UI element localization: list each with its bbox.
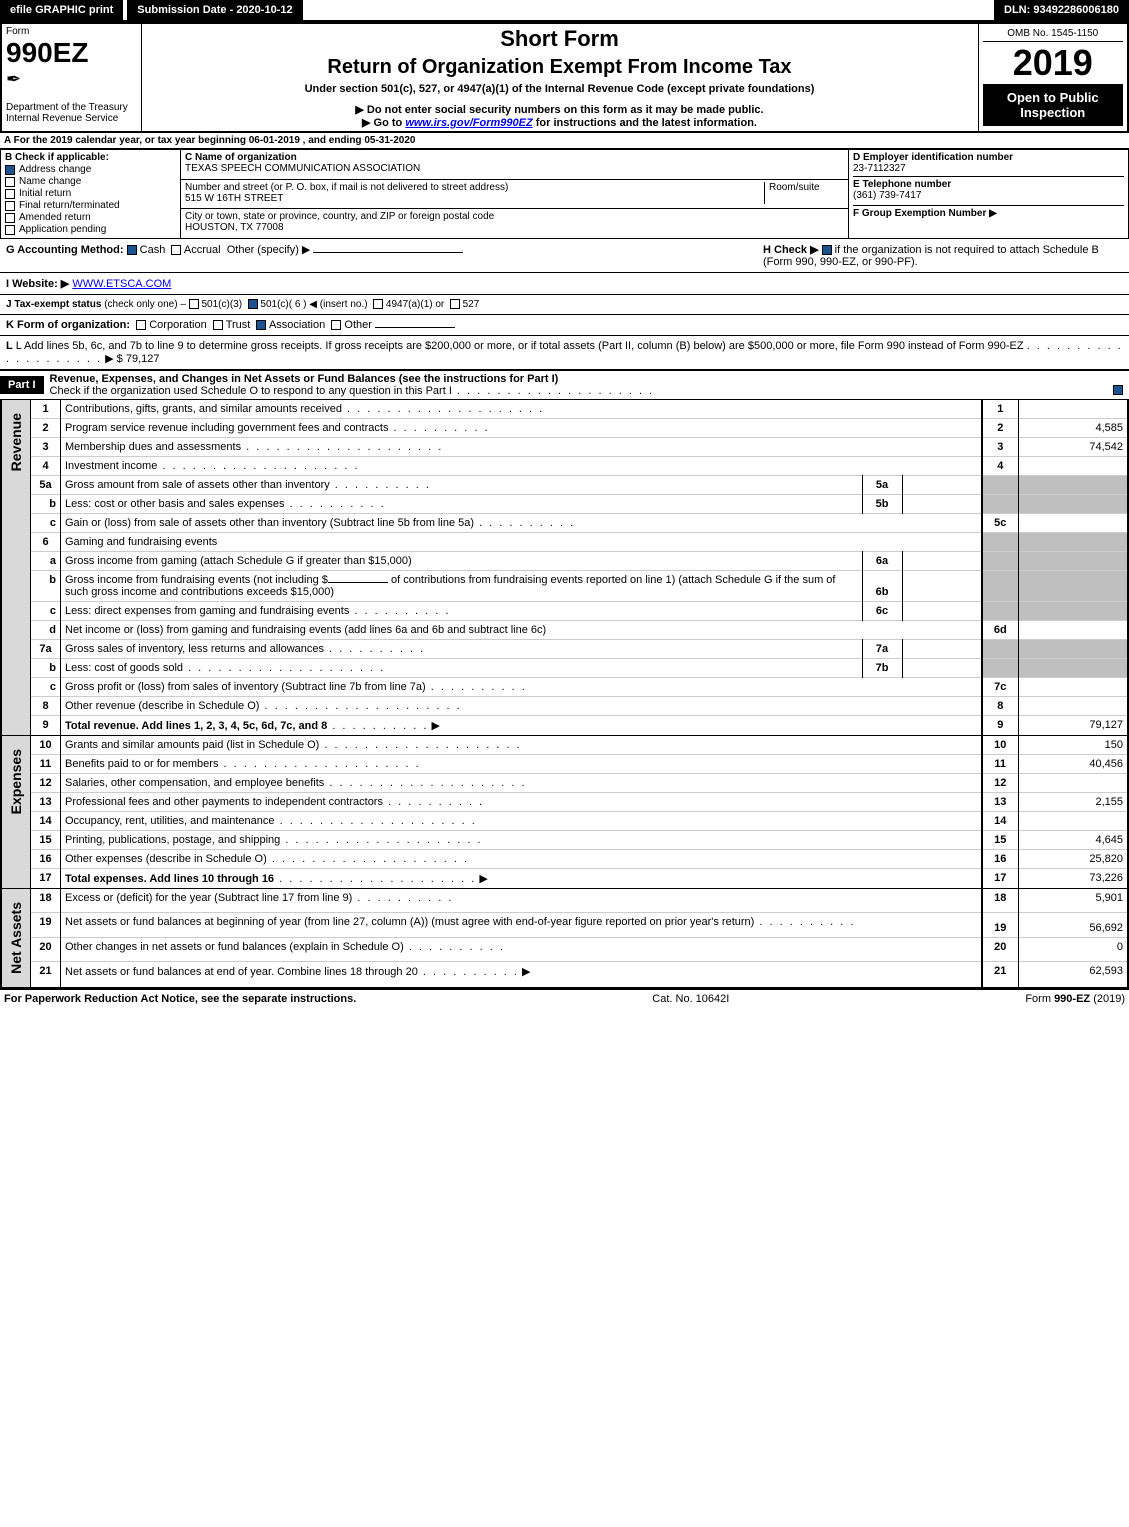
cb-accrual[interactable] <box>171 245 181 255</box>
cb-schedule-b[interactable] <box>822 245 832 255</box>
cb-501c[interactable] <box>248 299 258 309</box>
footer-center: Cat. No. 10642I <box>652 993 729 1005</box>
subtitle: Under section 501(c), 527, or 4947(a)(1)… <box>146 83 974 95</box>
org-name: TEXAS SPEECH COMMUNICATION ASSOCIATION <box>185 163 420 174</box>
cb-cash[interactable] <box>127 245 137 255</box>
top-bar: efile GRAPHIC print Submission Date - 20… <box>0 0 1129 22</box>
side-expenses: Expenses <box>6 739 26 824</box>
cb-name-change[interactable] <box>5 177 15 187</box>
cb-corp[interactable] <box>136 320 146 330</box>
section-c-label: C Name of organization <box>185 152 297 163</box>
main-title: Return of Organization Exempt From Incom… <box>146 56 974 79</box>
dln-label: DLN: 93492286006180 <box>994 0 1129 20</box>
form-header: Form 990EZ ✒ Department of the Treasury … <box>0 22 1129 133</box>
section-f-label: F Group Exemption Number ▶ <box>853 208 997 219</box>
info-table: B Check if applicable: Address change Na… <box>0 149 1129 239</box>
section-k: K Form of organization: Corporation Trus… <box>0 315 1129 336</box>
section-l: L L Add lines 5b, 6c, and 7b to line 9 t… <box>0 336 1129 370</box>
form-label: Form <box>6 26 137 37</box>
part1-label: Part I <box>0 376 44 394</box>
efile-button[interactable]: efile GRAPHIC print <box>0 0 123 20</box>
side-netassets: Net Assets <box>6 892 26 984</box>
phone: (361) 739-7417 <box>853 190 921 201</box>
irs-link[interactable]: www.irs.gov/Form990EZ <box>405 117 532 129</box>
cb-amended[interactable] <box>5 213 15 223</box>
room-label: Room/suite <box>769 182 820 193</box>
section-j: J Tax-exempt status (check only one) – 5… <box>0 295 1129 315</box>
section-b-title: B Check if applicable: <box>5 152 176 163</box>
cb-other-org[interactable] <box>331 320 341 330</box>
cb-address-change[interactable] <box>5 165 15 175</box>
city-label: City or town, state or province, country… <box>185 211 494 222</box>
submission-date: Submission Date - 2020-10-12 <box>127 0 302 20</box>
part1-title: Revenue, Expenses, and Changes in Net As… <box>50 373 1123 385</box>
section-d-label: D Employer identification number <box>853 152 1124 163</box>
addr: 515 W 16TH STREET <box>185 193 283 204</box>
open-public: Open to Public Inspection <box>983 84 1124 126</box>
section-a: A For the 2019 calendar year, or tax yea… <box>0 133 1129 149</box>
omb-number: OMB No. 1545-1150 <box>983 26 1124 42</box>
short-form-title: Short Form <box>146 26 974 52</box>
form-number: 990EZ <box>6 37 137 69</box>
cb-4947[interactable] <box>373 299 383 309</box>
city: HOUSTON, TX 77008 <box>185 222 284 233</box>
website-link[interactable]: WWW.ETSCA.COM <box>72 278 171 290</box>
cb-app-pending[interactable] <box>5 225 15 235</box>
warn-link-row: ▶ Go to www.irs.gov/Form990EZ for instru… <box>146 116 974 129</box>
footer: For Paperwork Reduction Act Notice, see … <box>0 988 1129 1008</box>
part1-table: Revenue 1 Contributions, gifts, grants, … <box>0 400 1129 988</box>
part1-header: Part I Revenue, Expenses, and Changes in… <box>0 370 1129 400</box>
section-i: I Website: ▶ WWW.ETSCA.COM <box>0 273 1129 295</box>
addr-label: Number and street (or P. O. box, if mail… <box>185 182 508 193</box>
tax-year: 2019 <box>983 42 1124 84</box>
ein: 23-7112327 <box>853 163 1124 174</box>
footer-right: Form 990-EZ (2019) <box>1025 993 1125 1005</box>
section-e-label: E Telephone number <box>853 179 951 190</box>
cb-assoc[interactable] <box>256 320 266 330</box>
cb-trust[interactable] <box>213 320 223 330</box>
cb-final-return[interactable] <box>5 201 15 211</box>
cb-527[interactable] <box>450 299 460 309</box>
cb-initial-return[interactable] <box>5 189 15 199</box>
cb-501c3[interactable] <box>189 299 199 309</box>
side-revenue: Revenue <box>6 403 26 481</box>
cb-schedule-o[interactable] <box>1113 385 1123 395</box>
warn-ssn: ▶ Do not enter social security numbers o… <box>146 103 974 116</box>
irs-label: Internal Revenue Service <box>6 113 137 124</box>
dept-label: Department of the Treasury <box>6 102 137 113</box>
section-gh: G Accounting Method: Cash Accrual Other … <box>0 239 1129 273</box>
part1-check-note: Check if the organization used Schedule … <box>50 385 1123 397</box>
footer-left: For Paperwork Reduction Act Notice, see … <box>4 993 356 1005</box>
